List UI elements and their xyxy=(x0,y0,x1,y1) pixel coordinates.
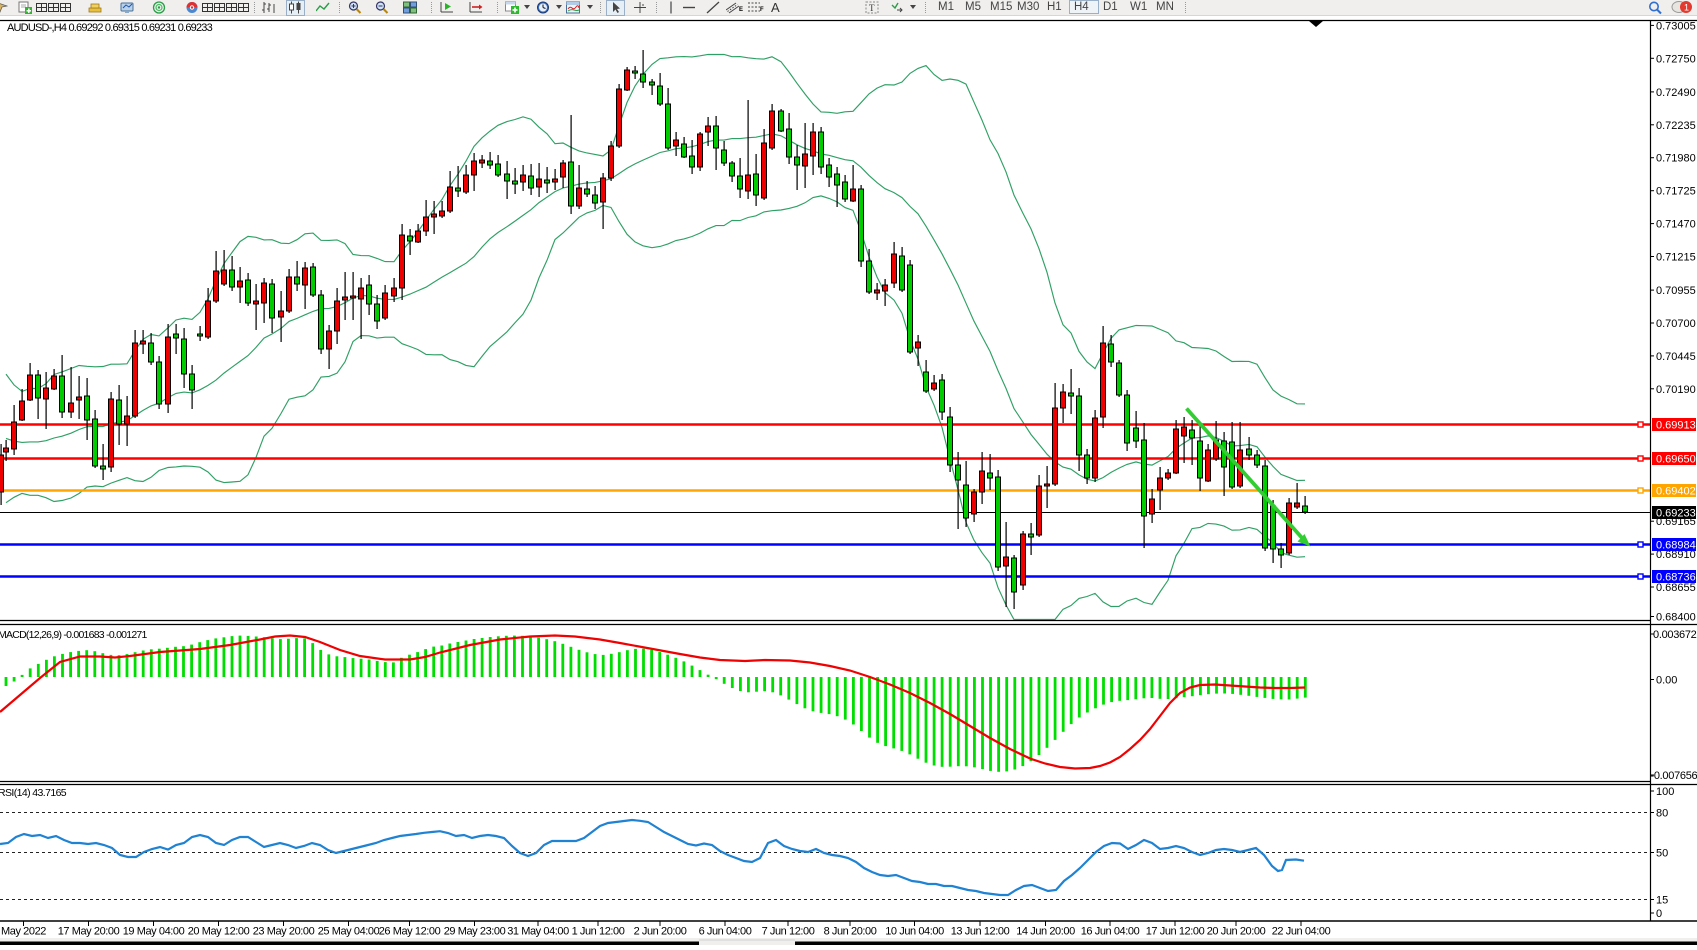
svg-text:8 Jun 20:00: 8 Jun 20:00 xyxy=(824,926,877,938)
svg-text:-0.007656: -0.007656 xyxy=(1651,770,1697,782)
svg-text:0.68984: 0.68984 xyxy=(1656,540,1696,552)
svg-text:RSI(14) 43.7165: RSI(14) 43.7165 xyxy=(0,787,67,799)
svg-text:10 Jun 04:00: 10 Jun 04:00 xyxy=(885,926,944,938)
svg-text:0.70445: 0.70445 xyxy=(1656,351,1696,363)
svg-text:0.69913: 0.69913 xyxy=(1656,420,1696,432)
svg-text:17 May 20:00: 17 May 20:00 xyxy=(58,926,120,938)
svg-text:AUDUSD-,H4 0.69292 0.69315 0.: AUDUSD-,H4 0.69292 0.69315 0.69231 0.692… xyxy=(7,22,213,34)
svg-text:19 May 04:00: 19 May 04:00 xyxy=(123,926,185,938)
svg-text:0.69402: 0.69402 xyxy=(1656,486,1696,498)
svg-text:13 Jun 12:00: 13 Jun 12:00 xyxy=(951,926,1010,938)
svg-text:0.71470: 0.71470 xyxy=(1656,219,1696,231)
svg-text:29 May 23:00: 29 May 23:00 xyxy=(444,926,506,938)
svg-text:100: 100 xyxy=(1656,786,1674,798)
svg-text:0.68400: 0.68400 xyxy=(1656,612,1696,624)
svg-text:22 Jun 04:00: 22 Jun 04:00 xyxy=(1272,926,1331,938)
svg-text:0: 0 xyxy=(1656,908,1662,920)
svg-text:0.00: 0.00 xyxy=(1656,675,1677,687)
svg-text:0.68736: 0.68736 xyxy=(1656,572,1696,584)
svg-text:23 May 20:00: 23 May 20:00 xyxy=(253,926,315,938)
svg-text:20 May 12:00: 20 May 12:00 xyxy=(188,926,250,938)
svg-text:T: T xyxy=(869,3,875,13)
svg-text:0.69233: 0.69233 xyxy=(1656,508,1696,520)
svg-text:0.72490: 0.72490 xyxy=(1656,87,1696,99)
svg-text:0.69650: 0.69650 xyxy=(1656,454,1696,466)
svg-text:14 Jun 20:00: 14 Jun 20:00 xyxy=(1016,926,1075,938)
svg-text:0.73005: 0.73005 xyxy=(1656,20,1696,32)
svg-text:50: 50 xyxy=(1656,848,1668,860)
svg-text:31 May 04:00: 31 May 04:00 xyxy=(507,926,569,938)
svg-text:80: 80 xyxy=(1656,808,1668,820)
svg-text:0.71980: 0.71980 xyxy=(1656,153,1696,165)
svg-text:0.72235: 0.72235 xyxy=(1656,120,1696,132)
svg-text:1 Jun 12:00: 1 Jun 12:00 xyxy=(572,926,625,938)
svg-text:15: 15 xyxy=(1656,895,1668,907)
svg-text:0.70190: 0.70190 xyxy=(1656,384,1696,396)
svg-text:0.71215: 0.71215 xyxy=(1656,252,1696,264)
svg-text:17 Jun 12:00: 17 Jun 12:00 xyxy=(1146,926,1205,938)
svg-text:0.68655: 0.68655 xyxy=(1656,582,1696,594)
svg-text:2 Jun 20:00: 2 Jun 20:00 xyxy=(634,926,687,938)
svg-text:0.70955: 0.70955 xyxy=(1656,285,1696,297)
svg-text:1: 1 xyxy=(1684,3,1689,13)
svg-text:May 2022: May 2022 xyxy=(1,926,46,938)
svg-text:MACD(12,26,9) -0.001683 -0.001: MACD(12,26,9) -0.001683 -0.001271 xyxy=(0,629,148,641)
svg-text:0.70700: 0.70700 xyxy=(1656,318,1696,330)
svg-text:20 Jun 20:00: 20 Jun 20:00 xyxy=(1207,926,1266,938)
svg-text:26 May 12:00: 26 May 12:00 xyxy=(379,926,441,938)
svg-text:0.71725: 0.71725 xyxy=(1656,186,1696,198)
svg-text:7 Jun 12:00: 7 Jun 12:00 xyxy=(762,926,815,938)
svg-text:16 Jun 04:00: 16 Jun 04:00 xyxy=(1081,926,1140,938)
svg-text:0.72750: 0.72750 xyxy=(1656,53,1696,65)
svg-text:0.003672: 0.003672 xyxy=(1653,629,1697,641)
svg-text:25 May 04:00: 25 May 04:00 xyxy=(318,926,380,938)
svg-text:6 Jun 04:00: 6 Jun 04:00 xyxy=(699,926,752,938)
